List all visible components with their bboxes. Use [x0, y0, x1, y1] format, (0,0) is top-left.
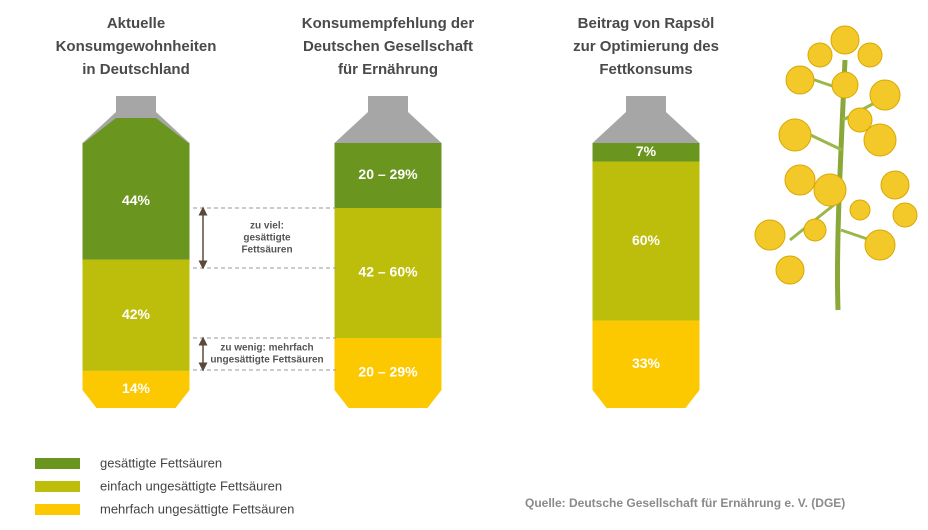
source: Quelle: Deutsche Gesellschaft für Ernähr…	[525, 496, 845, 510]
bottle-shoulder	[82, 118, 190, 144]
segment	[592, 320, 700, 408]
segment-label: 20 – 29%	[358, 166, 418, 182]
segment-label: 33%	[632, 355, 661, 371]
segment	[592, 143, 700, 162]
annotation: gesättigte	[243, 233, 291, 244]
legend-swatch	[35, 481, 80, 492]
segment	[82, 259, 190, 371]
bottle-cap	[592, 96, 700, 143]
annotation: ungesättigte Fettsäuren	[210, 355, 323, 366]
column-title: in Deutschland	[82, 61, 190, 78]
column-title: Fettkonsums	[599, 61, 692, 78]
bottle-cap	[334, 96, 442, 143]
rapeseed-flower	[754, 25, 918, 311]
segment	[334, 143, 442, 208]
segment	[82, 143, 190, 260]
column-title: Aktuelle	[107, 15, 165, 32]
column-title: Konsumgewohnheiten	[56, 38, 217, 55]
segment	[592, 161, 700, 321]
segment	[82, 370, 190, 408]
column-title: für Ernährung	[338, 61, 438, 78]
segment-label: 14%	[122, 380, 151, 396]
annotation: zu wenig: mehrfach	[220, 343, 313, 354]
column-title: Deutschen Gesellschaft	[303, 38, 473, 55]
column-title: zur Optimierung des	[573, 38, 719, 55]
segment	[334, 338, 442, 408]
legend-swatch	[35, 458, 80, 469]
segment-label: 7%	[636, 143, 657, 159]
bottle	[82, 143, 190, 408]
segment-label: 42 – 60%	[358, 264, 418, 280]
segment-label: 44%	[122, 192, 151, 208]
legend-label: gesättigte Fettsäuren	[100, 455, 222, 470]
legend-label: einfach ungesättigte Fettsäuren	[100, 478, 282, 493]
annotation: Fettsäuren	[241, 245, 292, 256]
bottle	[334, 143, 442, 408]
bottle	[592, 143, 700, 408]
segment-label: 60%	[632, 232, 661, 248]
legend-label: mehrfach ungesättigte Fettsäuren	[100, 501, 294, 516]
segment	[334, 208, 442, 338]
column-title: Beitrag von Rapsöl	[578, 15, 715, 32]
segment-label: 42%	[122, 306, 151, 322]
column-title: Konsumempfehlung der	[302, 15, 475, 32]
segment-label: 20 – 29%	[358, 364, 418, 380]
annotation: zu viel:	[250, 221, 284, 232]
legend-swatch	[35, 504, 80, 515]
